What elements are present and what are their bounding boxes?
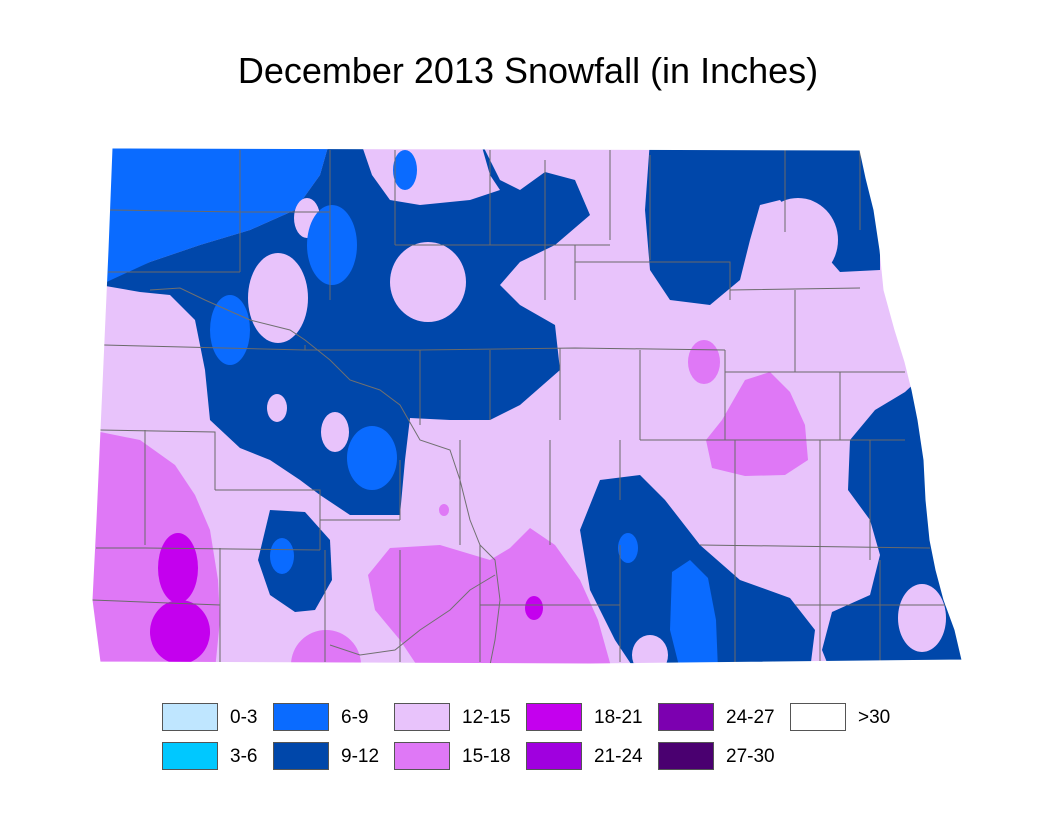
map-title: December 2013 Snowfall (in Inches): [237, 50, 819, 91]
zone-18-21-southwest-lower: [150, 600, 210, 664]
zone-6-9-northwest: [100, 148, 330, 285]
zone-6-9-blob-a: [307, 205, 357, 285]
zone-12-15-hole-h: [632, 635, 668, 664]
zone-18-21-southwest-upper: [158, 533, 198, 603]
state-outline: [91, 147, 963, 665]
zone-6-9-blob-b: [210, 295, 250, 365]
zone-12-15-spot-south: [439, 504, 449, 516]
zone-12-15-hole-g: [898, 584, 946, 652]
zone-12-15-hole-a: [248, 253, 308, 343]
zone-15-18-south-central: [368, 528, 612, 664]
zone-9-12-southwest: [258, 510, 332, 612]
zone-6-9-blob-c: [347, 426, 397, 490]
zone-12-15-hole-d: [267, 394, 287, 422]
zone-6-9-blob-e: [270, 538, 294, 574]
zone-12-15-hole-c: [321, 412, 349, 452]
zone-6-9-blob-d: [393, 150, 417, 190]
zone-6-9-blob-g: [670, 560, 718, 664]
zone-15-18-east: [706, 372, 808, 476]
county-lines: [92, 150, 960, 664]
zone-15-18-southern-lobe: [291, 630, 361, 664]
zone-12-15-hole-i: [758, 198, 838, 282]
zone-15-18-northeast-spot: [688, 340, 720, 384]
zone-12-15-hole-b: [390, 242, 466, 322]
zone-18-21-south-central: [525, 596, 543, 620]
zone-9-12-central: [100, 148, 590, 515]
zone-6-9-blob-f: [618, 533, 638, 563]
zone-9-12-northeast: [645, 148, 880, 305]
